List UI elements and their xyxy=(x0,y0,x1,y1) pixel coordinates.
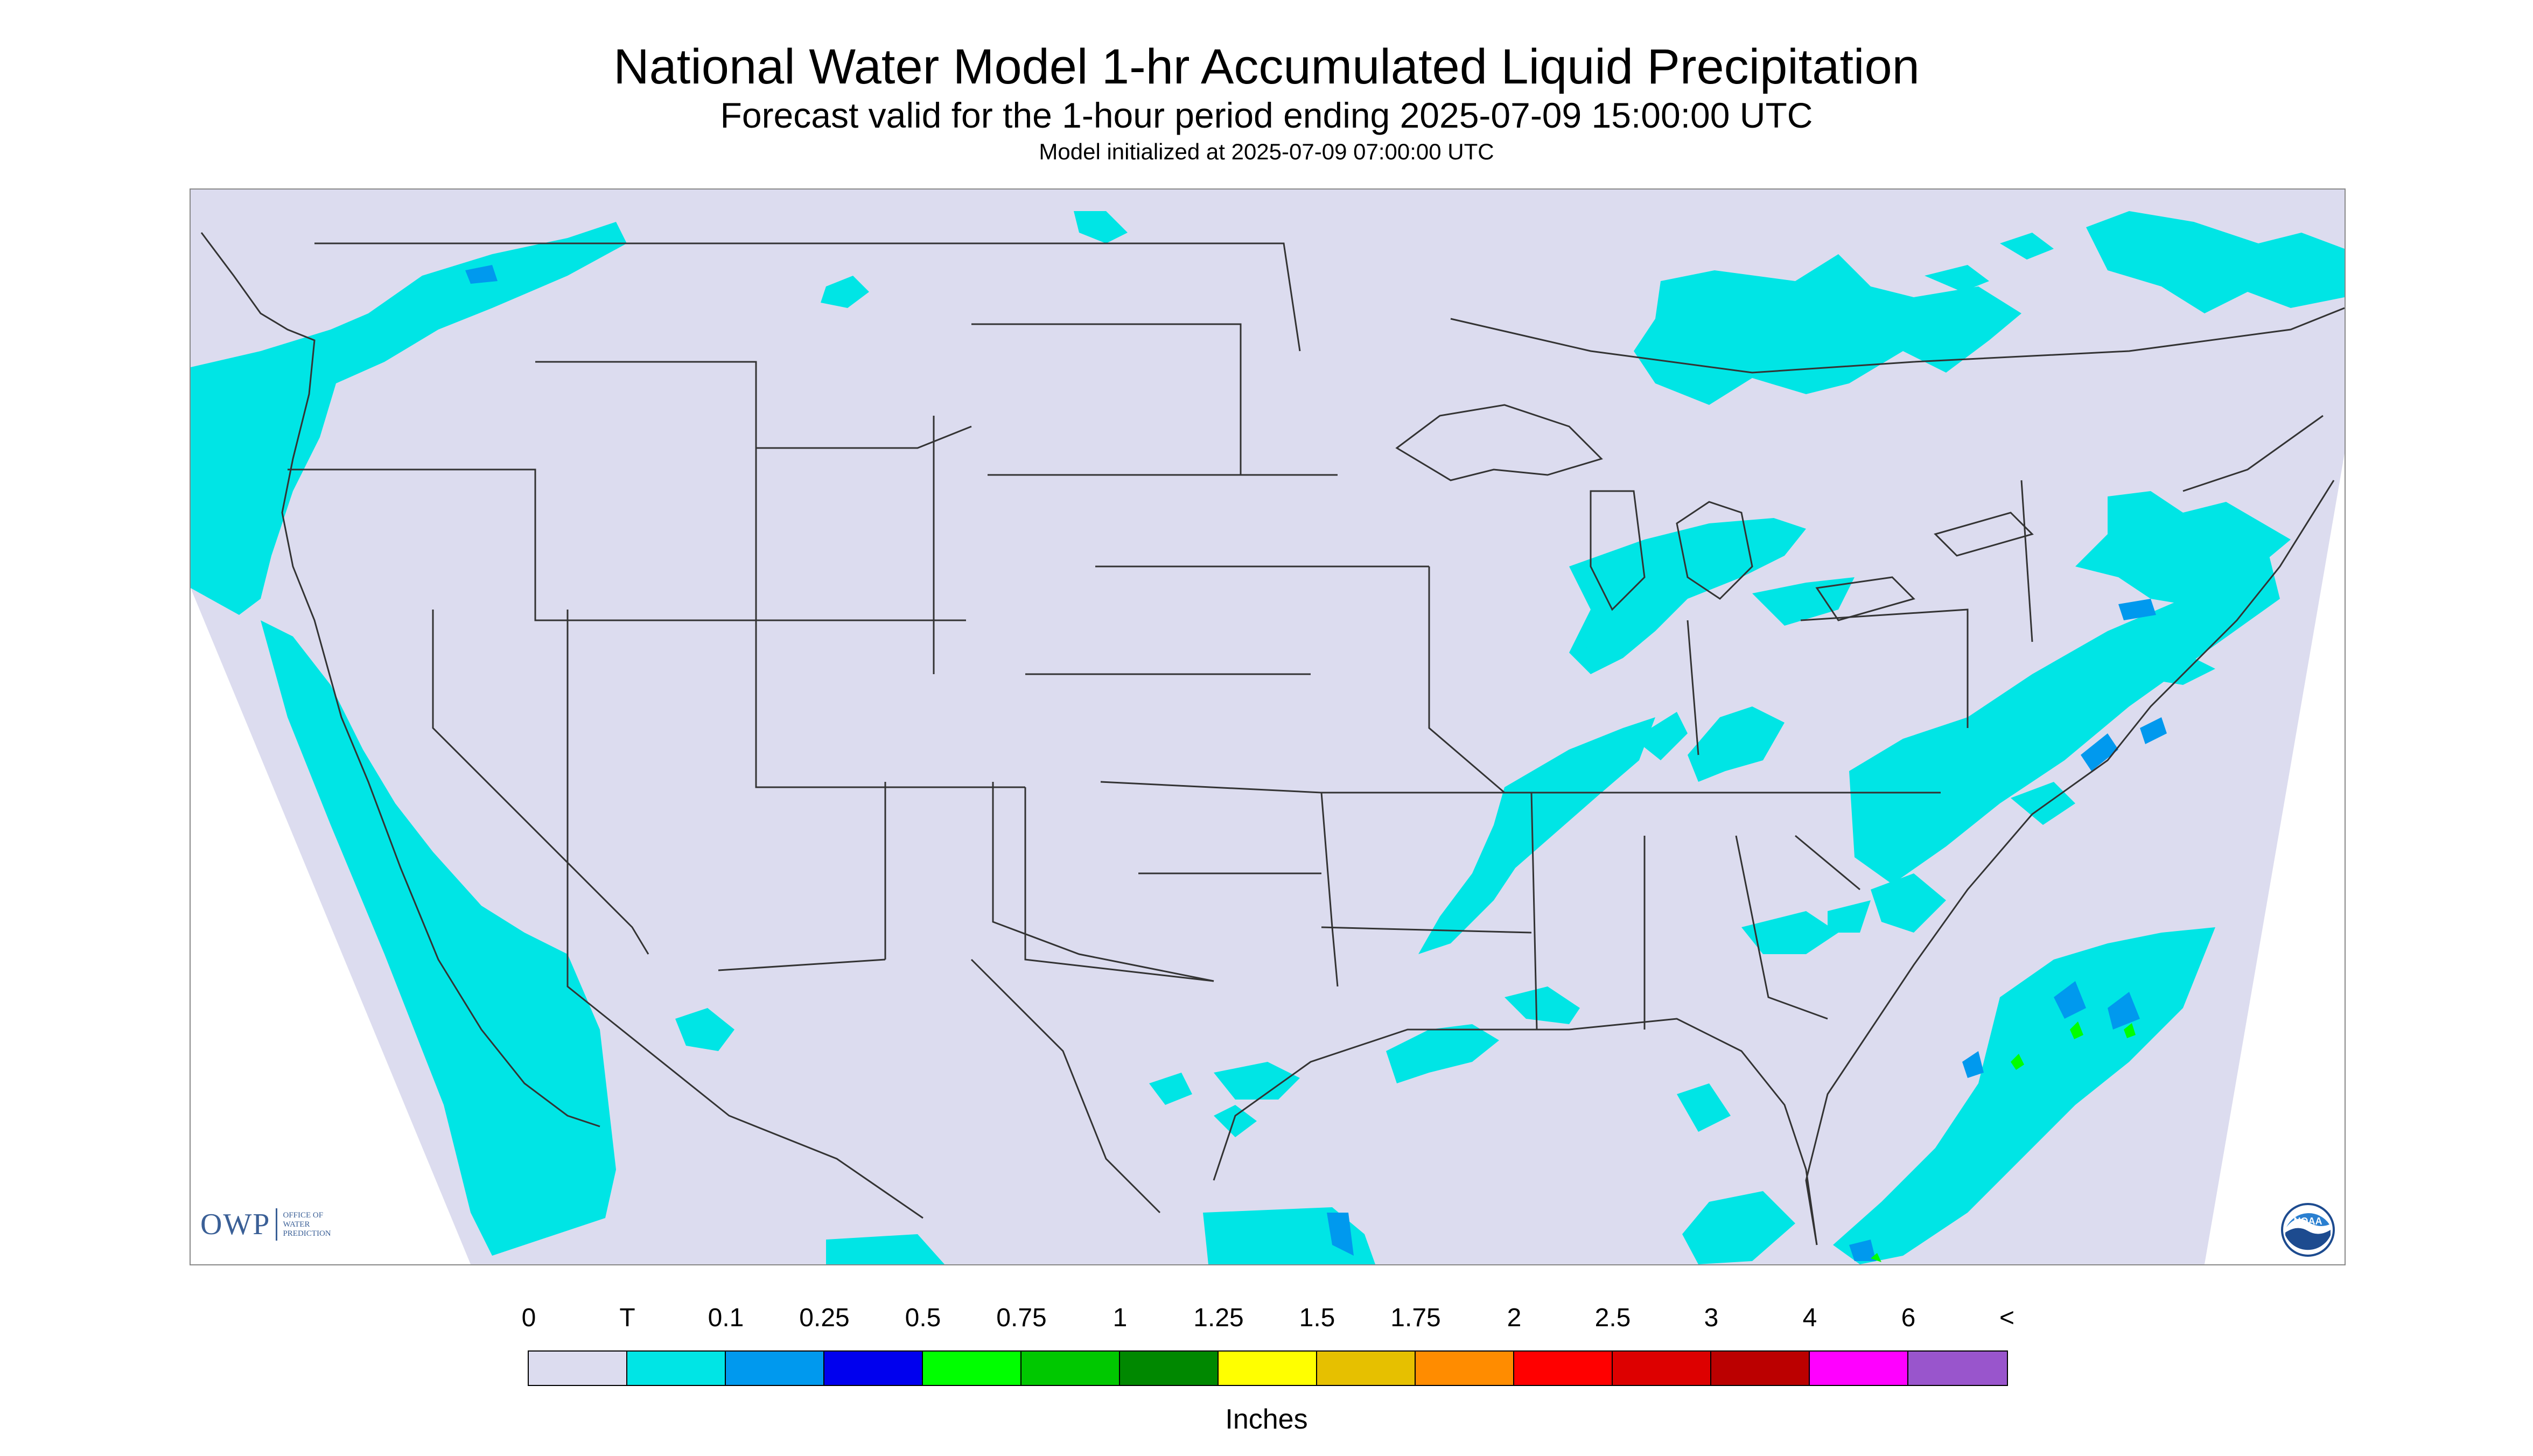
legend-tick-label: 1.25 xyxy=(1193,1304,1244,1332)
legend-tick-label: 0.1 xyxy=(708,1304,744,1332)
legend-swatch xyxy=(627,1352,726,1385)
owp-logo: OWP OFFICE OF WATER PREDICTION xyxy=(200,1207,331,1242)
owp-sub-line: OFFICE OF xyxy=(283,1210,324,1220)
legend-swatch xyxy=(923,1352,1021,1385)
legend-swatch xyxy=(1711,1352,1810,1385)
legend-tick-label: T xyxy=(619,1304,635,1332)
legend-tick-label: 0 xyxy=(521,1304,536,1332)
precip-heavy-cores xyxy=(1871,1021,2136,1262)
legend-tick-label: 4 xyxy=(1802,1304,1817,1332)
legend-tick-label: 2.5 xyxy=(1594,1304,1631,1332)
legend-colorbar xyxy=(528,1350,2008,1386)
legend-swatch xyxy=(1021,1352,1120,1385)
owp-logo-subtext: OFFICE OF WATER PREDICTION xyxy=(283,1211,331,1238)
legend-tick-label: 1.75 xyxy=(1390,1304,1441,1332)
owp-sub-line: PREDICTION xyxy=(283,1229,331,1238)
legend-tick-label: 0.25 xyxy=(799,1304,850,1332)
legend-swatch xyxy=(1317,1352,1416,1385)
legend-swatch xyxy=(1613,1352,1711,1385)
legend-swatch xyxy=(824,1352,923,1385)
map-title: National Water Model 1-hr Accumulated Li… xyxy=(613,39,1920,94)
map-subtitle: Forecast valid for the 1-hour period end… xyxy=(720,95,1813,135)
political-boundaries xyxy=(200,232,2345,1245)
legend-swatch xyxy=(726,1352,824,1385)
owp-logo-separator xyxy=(276,1208,278,1241)
legend-swatch xyxy=(1219,1352,1317,1385)
noaa-logo: NOAA xyxy=(2281,1203,2335,1257)
legend-tick-label: 1 xyxy=(1112,1304,1128,1332)
legend-swatch xyxy=(1514,1352,1613,1385)
precip-trace-areas xyxy=(191,211,2345,1264)
precipitation-map: OWP OFFICE OF WATER PREDICTION NOAA xyxy=(190,188,2346,1265)
legend-tick-label: 0.5 xyxy=(905,1304,941,1332)
legend-swatch xyxy=(529,1352,627,1385)
legend-swatch xyxy=(1120,1352,1219,1385)
legend-tick-label: 6 xyxy=(1901,1304,1916,1332)
legend-swatch xyxy=(1810,1352,1908,1385)
model-init-text: Model initialized at 2025-07-09 07:00:00… xyxy=(1039,139,1494,164)
legend-swatch xyxy=(1416,1352,1514,1385)
owp-logo-text: OWP xyxy=(200,1208,271,1241)
legend-tick-label: 3 xyxy=(1704,1304,1719,1332)
noaa-logo-text: NOAA xyxy=(2294,1216,2322,1227)
map-canvas xyxy=(191,190,2345,1264)
legend-swatch xyxy=(1908,1352,2007,1385)
precip-light-cores xyxy=(465,265,2167,1261)
legend-tick-label: 2 xyxy=(1507,1304,1522,1332)
legend-tick-label: 1.5 xyxy=(1299,1304,1335,1332)
legend-tick-labels: 0 T 0.1 0.25 0.5 0.75 1 1.25 1.5 1.75 2 2.5 3 4 6 < xyxy=(0,1303,2533,1335)
model-domain xyxy=(191,190,2345,1264)
owp-sub-line: WATER xyxy=(283,1220,310,1229)
noaa-emblem-icon: NOAA xyxy=(2281,1203,2335,1257)
legend-tick-label: 0.75 xyxy=(996,1304,1047,1332)
legend-tick-label: < xyxy=(1999,1304,2015,1332)
legend-units-label: Inches xyxy=(1225,1404,1308,1435)
